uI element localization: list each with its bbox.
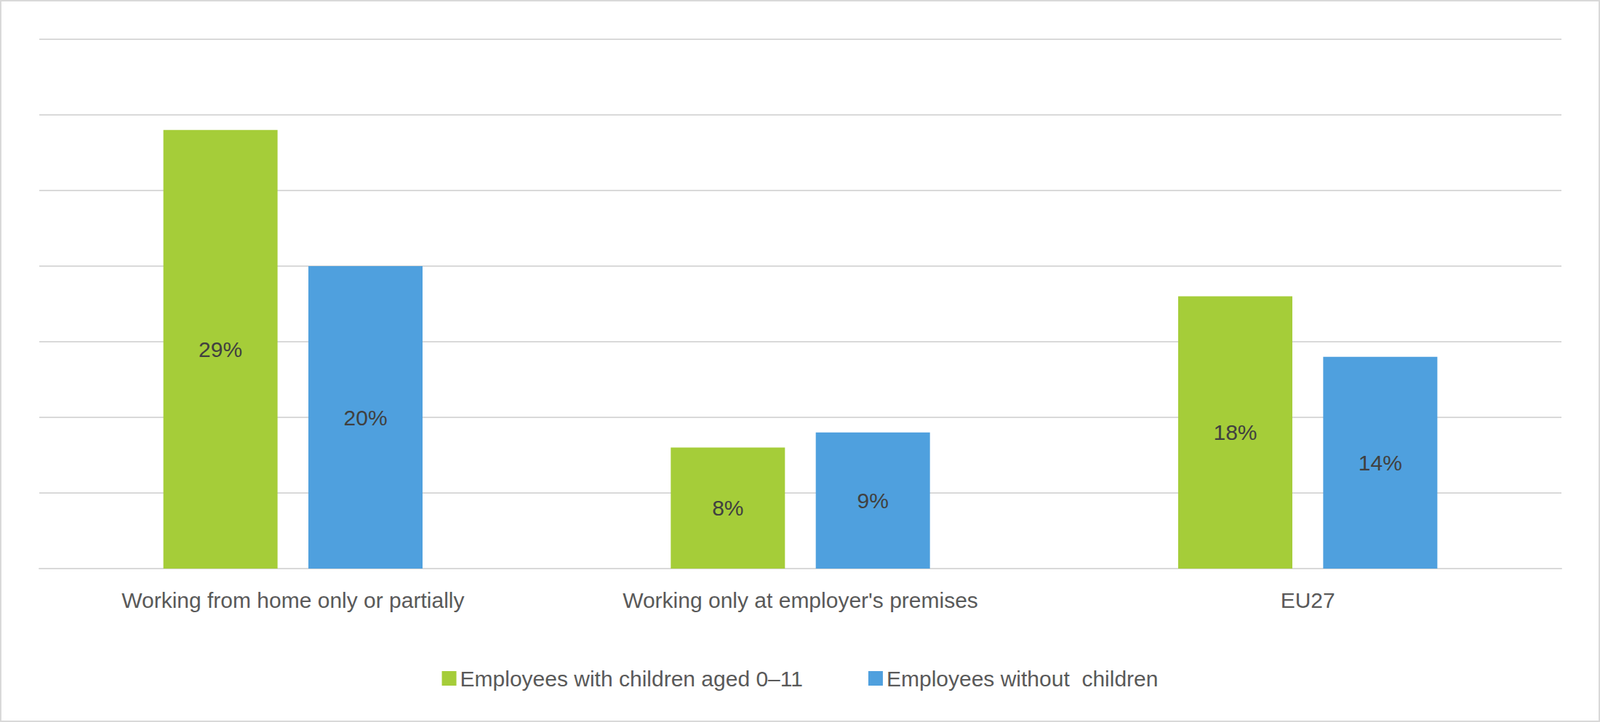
- svg-text:Employees with children aged 0: Employees with children aged 0–11: [460, 666, 803, 691]
- svg-text:14%: 14%: [1358, 450, 1403, 475]
- svg-text:29%: 29%: [198, 337, 243, 362]
- svg-text:EU27: EU27: [1280, 588, 1336, 613]
- svg-text:Working from home only or part: Working from home only or partially: [121, 588, 464, 613]
- svg-text:Employees without children: Employees without children: [886, 666, 1159, 691]
- svg-text:9%: 9%: [857, 488, 889, 513]
- svg-text:20%: 20%: [344, 405, 388, 430]
- svg-text:Working only at employer's pre: Working only at employer's premises: [622, 588, 979, 613]
- svg-text:8%: 8%: [712, 496, 744, 520]
- svg-text:18%: 18%: [1213, 420, 1257, 445]
